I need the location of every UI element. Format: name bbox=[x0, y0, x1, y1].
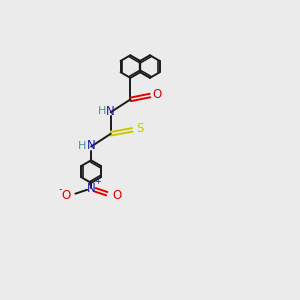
Text: +: + bbox=[94, 177, 101, 186]
Text: H: H bbox=[98, 106, 106, 116]
Text: H: H bbox=[78, 141, 86, 151]
Text: N: N bbox=[87, 182, 95, 195]
Text: O: O bbox=[61, 189, 70, 202]
Text: -: - bbox=[59, 184, 62, 194]
Text: N: N bbox=[106, 105, 115, 118]
Text: O: O bbox=[153, 88, 162, 100]
Text: S: S bbox=[136, 122, 144, 135]
Text: O: O bbox=[112, 189, 121, 202]
Text: N: N bbox=[87, 139, 95, 152]
